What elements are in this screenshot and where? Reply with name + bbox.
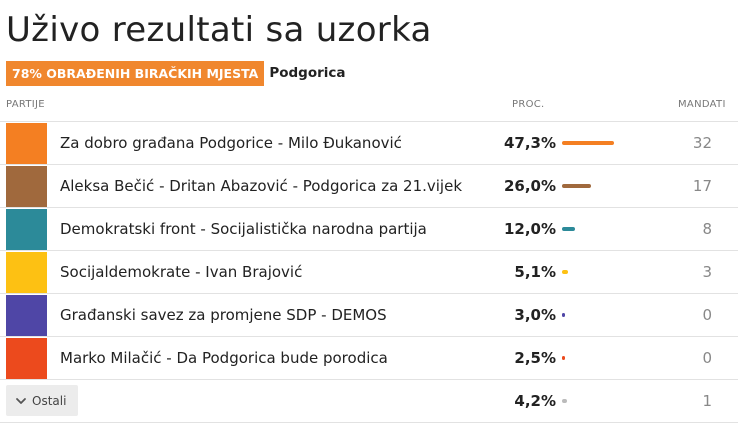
table-row: Aleksa Bečić - Dritan Abazović - Podgori… — [0, 165, 738, 208]
page-title: Uživo rezultati sa uzorka — [6, 10, 432, 50]
others-row: Ostali 4,2% 1 — [0, 380, 738, 423]
party-color-swatch — [6, 295, 47, 336]
others-toggle-button[interactable]: Ostali — [6, 385, 78, 416]
others-percentage: 4,2% — [514, 392, 556, 410]
percentage-bar — [562, 270, 568, 274]
table-row: Marko Milačić - Da Podgorica bude porodi… — [0, 337, 738, 380]
party-seats: 8 — [702, 220, 712, 238]
others-seats: 1 — [702, 392, 712, 410]
percentage-bar-track — [562, 270, 652, 274]
party-name: Socijaldemokrate - Ivan Brajović — [60, 263, 303, 281]
party-color-swatch — [6, 209, 47, 250]
progress-badge: 78% OBRAĐENIH BIRAČKIH MJESTA — [6, 60, 265, 86]
party-color-swatch — [6, 166, 47, 207]
percentage-bar — [562, 184, 591, 188]
party-name: Demokratski front - Socijalistička narod… — [60, 220, 427, 238]
others-toggle-label: Ostali — [32, 393, 67, 408]
party-percentage: 47,3% — [503, 134, 556, 152]
table-row: Za dobro građana Podgorice - Milo Đukano… — [0, 122, 738, 165]
percentage-bar — [562, 399, 567, 403]
percentage-bar — [562, 313, 565, 317]
party-seats: 17 — [692, 177, 712, 195]
party-seats: 0 — [702, 349, 712, 367]
column-header-parties: PARTIJE — [6, 99, 45, 110]
percentage-bar-track — [562, 399, 652, 403]
party-name: Aleksa Bečić - Dritan Abazović - Podgori… — [60, 177, 463, 195]
percentage-bar-track — [562, 227, 652, 231]
party-name: Marko Milačić - Da Podgorica bude porodi… — [60, 349, 388, 367]
table-row: Demokratski front - Socijalistička narod… — [0, 208, 738, 251]
party-name: Građanski savez za promjene SDP - DEMOS — [60, 306, 387, 324]
city-label: Podgorica — [269, 65, 346, 81]
percentage-bar-track — [562, 356, 652, 360]
party-percentage: 12,0% — [503, 220, 556, 238]
table-row: Građanski savez za promjene SDP - DEMOS … — [0, 294, 738, 337]
party-percentage: 5,1% — [514, 263, 556, 281]
table-row: Socijaldemokrate - Ivan Brajović 5,1% 3 — [0, 251, 738, 294]
percentage-bar-track — [562, 313, 652, 317]
party-percentage: 3,0% — [514, 306, 556, 324]
percentage-bar-track — [562, 184, 652, 188]
results-table: Za dobro građana Podgorice - Milo Đukano… — [0, 121, 738, 423]
percentage-bar — [562, 356, 565, 360]
percentage-bar — [562, 227, 575, 231]
column-header-seats: MANDATI — [678, 99, 726, 110]
party-seats: 0 — [702, 306, 712, 324]
percentage-bar — [562, 141, 614, 145]
party-seats: 32 — [692, 134, 712, 152]
party-percentage: 26,0% — [503, 177, 556, 195]
chevron-down-icon — [16, 397, 26, 404]
subheader: 78% OBRAĐENIH BIRAČKIH MJESTA Podgorica — [6, 60, 346, 86]
party-name: Za dobro građana Podgorice - Milo Đukano… — [60, 134, 402, 152]
party-percentage: 2,5% — [514, 349, 556, 367]
party-color-swatch — [6, 123, 47, 164]
percentage-bar-track — [562, 141, 652, 145]
party-color-swatch — [6, 252, 47, 293]
party-seats: 3 — [702, 263, 712, 281]
column-header-percentage: PROC. — [512, 99, 545, 110]
party-color-swatch — [6, 338, 47, 379]
